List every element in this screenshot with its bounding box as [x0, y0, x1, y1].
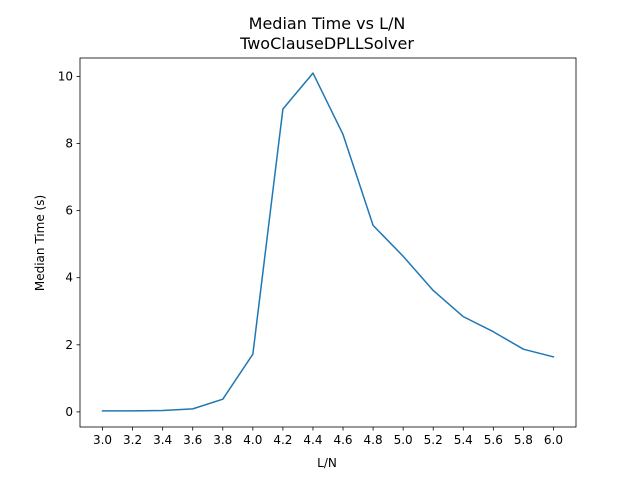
- axes-frame: [79, 57, 577, 428]
- y-tick-label: 2: [65, 338, 73, 352]
- x-tick-label: 3.0: [93, 433, 112, 447]
- y-tick-label: 4: [65, 271, 73, 285]
- y-tick-label: 10: [58, 69, 73, 83]
- x-tick-label: 6.0: [544, 433, 563, 447]
- x-axis-label: L/N: [317, 456, 337, 470]
- plot-area: 3.0 3.2 3.4 3.6 3.8 4.0 4.2 4.4 4.6 4.8 5.0 5.2 5.4 5…: [58, 57, 577, 447]
- x-tick-label: 5.6: [484, 433, 503, 447]
- chart-title: Median Time vs L/N: [249, 14, 406, 33]
- y-tick-label: 0: [65, 405, 73, 419]
- x-tick-label: 3.4: [153, 433, 172, 447]
- x-tick-label: 3.8: [213, 433, 232, 447]
- y-axis-label: Median Time (s): [33, 195, 47, 291]
- x-tick-label: 5.8: [514, 433, 533, 447]
- x-tick-label: 3.6: [183, 433, 202, 447]
- x-tick-label: 4.2: [273, 433, 292, 447]
- x-tick-label: 5.0: [394, 433, 413, 447]
- x-tick-label: 5.2: [424, 433, 443, 447]
- chart-subtitle: TwoClauseDPLLSolver: [239, 34, 414, 53]
- y-tick-label: 6: [65, 204, 73, 218]
- series-line-0: [101, 72, 555, 412]
- y-tick-label: 8: [65, 137, 73, 151]
- x-tick-label: 4.4: [303, 433, 322, 447]
- x-tick-label: 5.4: [454, 433, 473, 447]
- x-tick-label: 4.6: [333, 433, 352, 447]
- x-tick-label: 4.8: [364, 433, 383, 447]
- x-tick-label: 4.0: [243, 433, 262, 447]
- x-tick-label: 3.2: [123, 433, 142, 447]
